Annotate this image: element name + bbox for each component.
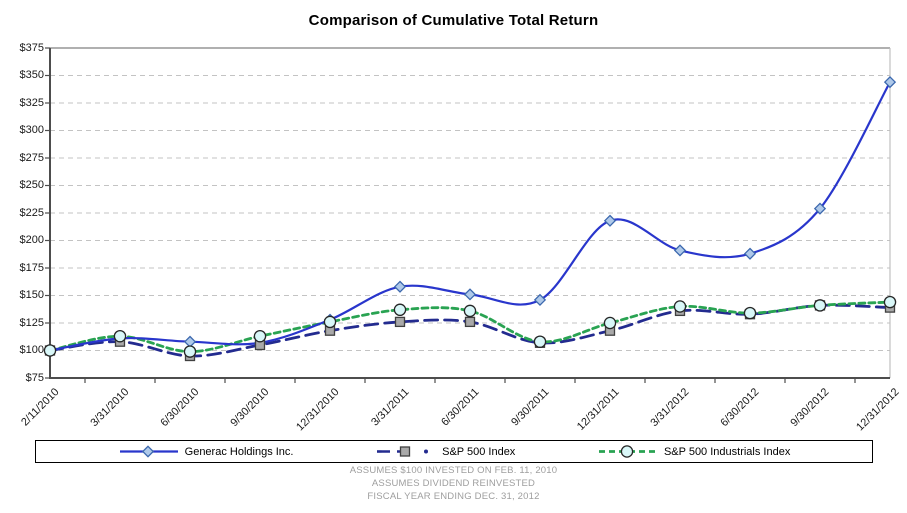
legend-item-s-p-500-industrials-index: S&P 500 Industrials Index bbox=[597, 445, 790, 458]
y-axis-label: $200 bbox=[19, 234, 44, 246]
circle-marker-icon bbox=[533, 335, 547, 348]
diamond-marker-icon bbox=[813, 202, 827, 215]
circle-marker-icon bbox=[113, 329, 127, 343]
footer-line-1: ASSUMES $100 INVESTED ON FEB. 11, 2010 bbox=[349, 465, 558, 476]
legend-item-generac-holdings-inc: Generac Holdings Inc. bbox=[118, 445, 294, 458]
diamond-marker-icon bbox=[673, 244, 687, 257]
circle-marker-icon bbox=[43, 344, 57, 357]
y-axis-label: $225 bbox=[19, 206, 44, 219]
legend-item-s-p-500-index: S&P 500 Index bbox=[375, 445, 515, 458]
diamond-marker-icon bbox=[533, 293, 547, 307]
circle-marker-icon bbox=[463, 304, 477, 318]
circle-marker-icon bbox=[323, 315, 337, 329]
y-axis-label: $300 bbox=[19, 124, 44, 136]
diamond-marker-icon bbox=[183, 335, 197, 348]
footer-line-3: FISCAL YEAR ENDING DEC. 31, 2012 bbox=[367, 491, 540, 502]
circle-marker-icon bbox=[813, 299, 827, 312]
footer-notes: ASSUMES $100 INVESTED ON FEB. 11, 2010 A… bbox=[0, 464, 907, 503]
diamond-marker-icon bbox=[141, 445, 154, 458]
circle-marker-icon bbox=[183, 345, 197, 358]
y-axis-label: $75 bbox=[25, 371, 44, 384]
diamond-marker-icon bbox=[463, 288, 477, 301]
chart-title: Comparison of Cumulative Total Return bbox=[308, 12, 599, 29]
legend-item-label: S&P 500 Industrials Index bbox=[663, 445, 791, 458]
circle-marker-icon bbox=[620, 445, 634, 458]
y-axis-label: $275 bbox=[19, 151, 44, 164]
diamond-marker-icon bbox=[743, 247, 757, 260]
y-axis-label: $325 bbox=[19, 96, 44, 109]
circle-marker-icon bbox=[603, 316, 617, 330]
legend-item-label: Generac Holdings Inc. bbox=[184, 445, 294, 458]
circle-marker-icon bbox=[883, 295, 897, 309]
y-axis-label: $125 bbox=[19, 316, 44, 329]
legend-diamond-key-icon bbox=[119, 445, 178, 458]
y-axis-label: $100 bbox=[19, 344, 44, 356]
circle-marker-icon bbox=[743, 306, 757, 320]
circle-marker-icon bbox=[253, 329, 267, 343]
legend-square-key-icon bbox=[377, 446, 429, 457]
circle-marker-icon bbox=[393, 303, 407, 317]
circle-marker-icon bbox=[673, 300, 687, 313]
y-axis-label: $250 bbox=[19, 179, 44, 191]
square-marker-icon bbox=[399, 446, 411, 457]
y-axis-label: $375 bbox=[19, 41, 44, 54]
y-axis-label: $150 bbox=[19, 289, 44, 301]
square-marker-icon bbox=[394, 316, 406, 328]
legend-circle-key-icon bbox=[598, 445, 657, 458]
diamond-marker-icon bbox=[883, 75, 897, 89]
legend: Generac Holdings Inc. S&P 500 Index S&P 50… bbox=[35, 440, 873, 463]
diamond-marker-icon bbox=[393, 280, 407, 293]
square-marker-icon bbox=[464, 316, 476, 328]
footer-line-2: ASSUMES DIVIDEND REINVESTED bbox=[371, 478, 536, 489]
y-axis-label: $350 bbox=[19, 69, 44, 81]
legend-item-label: S&P 500 Index bbox=[442, 445, 516, 458]
y-axis-label: $175 bbox=[19, 261, 44, 274]
diamond-marker-icon bbox=[603, 214, 617, 227]
